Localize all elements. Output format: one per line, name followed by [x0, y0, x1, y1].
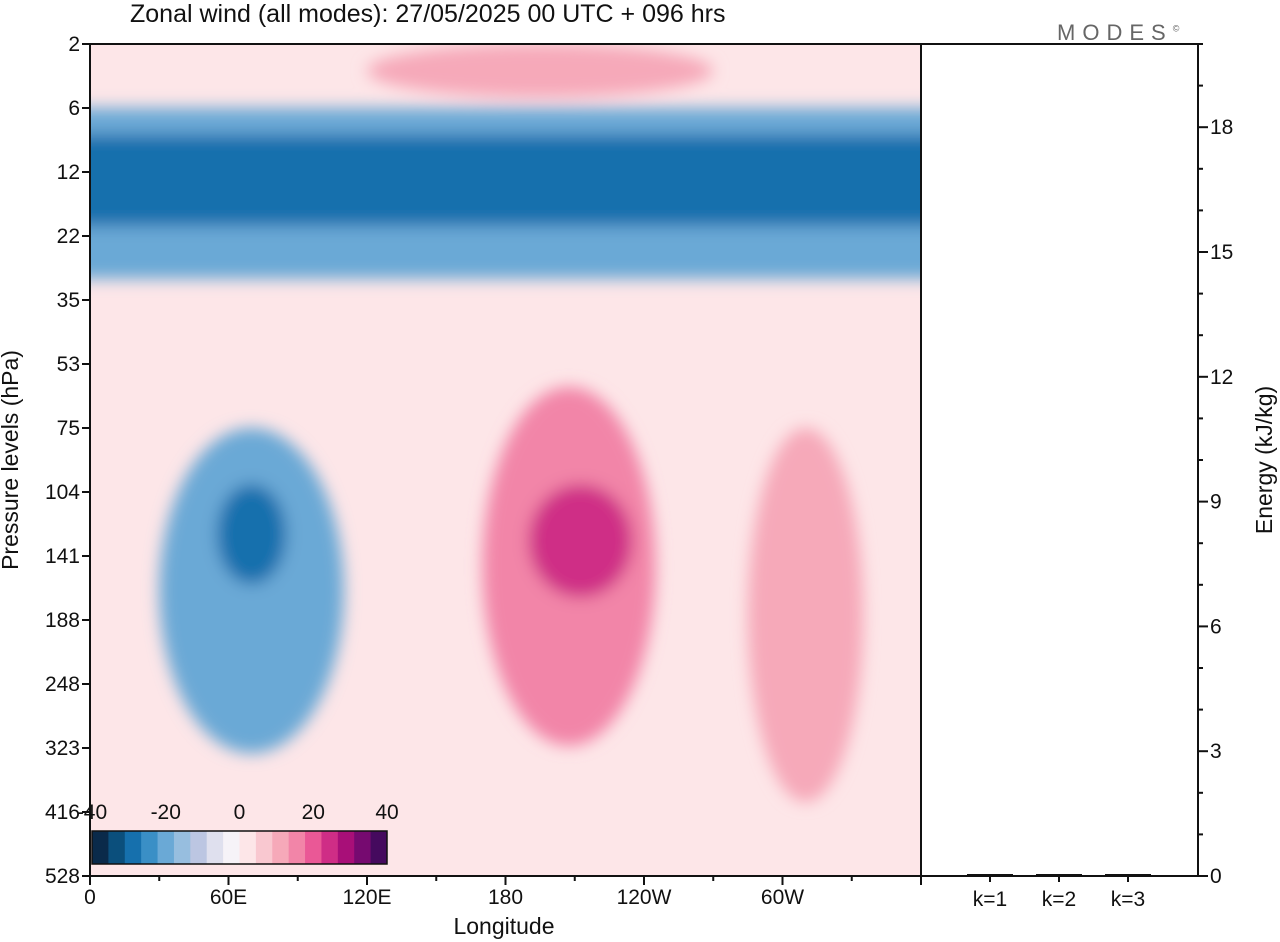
contour-westerly_cell_central_core [528, 484, 633, 598]
colorbar-swatch-7 [206, 831, 224, 864]
contour-tropospheric_easterly_cell [159, 428, 344, 754]
contour-upper_westerlies [367, 44, 714, 98]
energy-cat-label-1: k=2 [1042, 888, 1076, 911]
x-tick-label-60E: 60E [210, 886, 247, 909]
y-tick-label-75: 75 [57, 417, 80, 440]
colorbar-swatch-3 [141, 831, 159, 864]
energy-bar-2 [1105, 874, 1151, 876]
energy-cat-label-2: k=3 [1111, 888, 1145, 911]
x-tick-label-60W: 60W [761, 886, 804, 909]
energy-tick-label-18: 18 [1210, 116, 1233, 139]
colorbar-swatch-0 [92, 831, 109, 864]
x-axis-label: Longitude [453, 913, 554, 939]
y-tick-label-12: 12 [57, 161, 80, 184]
colorbar-swatch-6 [190, 831, 208, 864]
colorbar-swatch-15 [337, 831, 355, 864]
y-tick-label-188: 188 [45, 609, 80, 632]
colorbar-swatch-13 [305, 831, 322, 864]
energy-cat-label-0: k=1 [973, 888, 1007, 911]
y-tick-label-22: 22 [57, 225, 80, 248]
colorbar-swatch-10 [255, 831, 273, 864]
contour-westerly_cell_east [747, 428, 864, 803]
colorbar-label-1: -20 [151, 801, 181, 824]
contour-stratospheric_easterlies_core [90, 134, 921, 226]
energy-frame [920, 43, 1199, 877]
colorbar: -40 -20 0 20 40 [77, 801, 399, 865]
energy-tick-label-0: 0 [1210, 865, 1222, 888]
y-tick-label-416: 416 [45, 801, 80, 824]
colorbar-swatch-17 [370, 831, 388, 864]
brand-mark: © [1172, 23, 1180, 34]
x-tick-label-120W: 120W [617, 886, 672, 909]
y-tick-label-2: 2 [68, 33, 80, 56]
energy-tick-label-15: 15 [1210, 241, 1233, 264]
chart-title: Zonal wind (all modes): 27/05/2025 00 UT… [130, 0, 726, 28]
y-tick-label-248: 248 [45, 673, 80, 696]
y-axis-label: Pressure levels (hPa) [0, 350, 23, 570]
energy-axis-label: Energy (kJ/kg) [1251, 386, 1277, 534]
longitude-axis: 0 60E 120E 180 120W 60W [84, 876, 922, 909]
colorbar-label-2: 0 [234, 801, 246, 824]
x-tick-label-180: 180 [488, 886, 523, 909]
modes-logo: MODES© [1057, 20, 1179, 46]
colorbar-swatch-2 [124, 831, 142, 864]
energy-panel: 0 3 6 9 12 15 18 k=1 k=2 k=3 [920, 43, 1233, 911]
colorbar-swatch-16 [354, 831, 372, 864]
pressure-axis: 2 6 12 22 35 53 75 104 141 188 248 323 416 528 [45, 33, 90, 888]
x-tick-label-120E: 120E [342, 886, 391, 909]
colorbar-swatch-9 [239, 831, 257, 864]
y-tick-label-35: 35 [57, 289, 80, 312]
colorbar-swatch-14 [321, 831, 339, 864]
contour-easterly_cell_core [216, 484, 287, 585]
y-tick-label-141: 141 [45, 545, 80, 568]
colorbar-swatch-4 [157, 831, 175, 864]
contour-blobs [90, 44, 921, 803]
energy-bar-0 [967, 874, 1013, 876]
colorbar-label-0: -40 [77, 801, 107, 824]
energy-tick-label-9: 9 [1210, 491, 1222, 514]
x-tick-label-0: 0 [84, 886, 96, 909]
y-tick-label-323: 323 [45, 737, 80, 760]
colorbar-swatch-8 [223, 831, 240, 864]
colorbar-swatch-11 [272, 831, 290, 864]
heatmap-field [90, 44, 921, 876]
y-tick-label-104: 104 [45, 481, 80, 504]
colorbar-label-4: 40 [375, 801, 398, 824]
colorbar-swatch-5 [173, 831, 191, 864]
colorbar-swatch-1 [108, 831, 126, 864]
brand-text: MODES [1057, 20, 1173, 45]
energy-tick-label-3: 3 [1210, 740, 1222, 763]
colorbar-swatch-12 [288, 831, 306, 864]
energy-tick-label-6: 6 [1210, 615, 1222, 638]
y-tick-label-528: 528 [45, 865, 80, 888]
colorbar-label-3: 20 [302, 801, 325, 824]
y-tick-label-53: 53 [57, 353, 80, 376]
colorbar-frame [91, 830, 388, 865]
y-tick-label-6: 6 [68, 97, 80, 120]
energy-tick-label-12: 12 [1210, 366, 1233, 389]
energy-bar-1 [1036, 874, 1082, 876]
